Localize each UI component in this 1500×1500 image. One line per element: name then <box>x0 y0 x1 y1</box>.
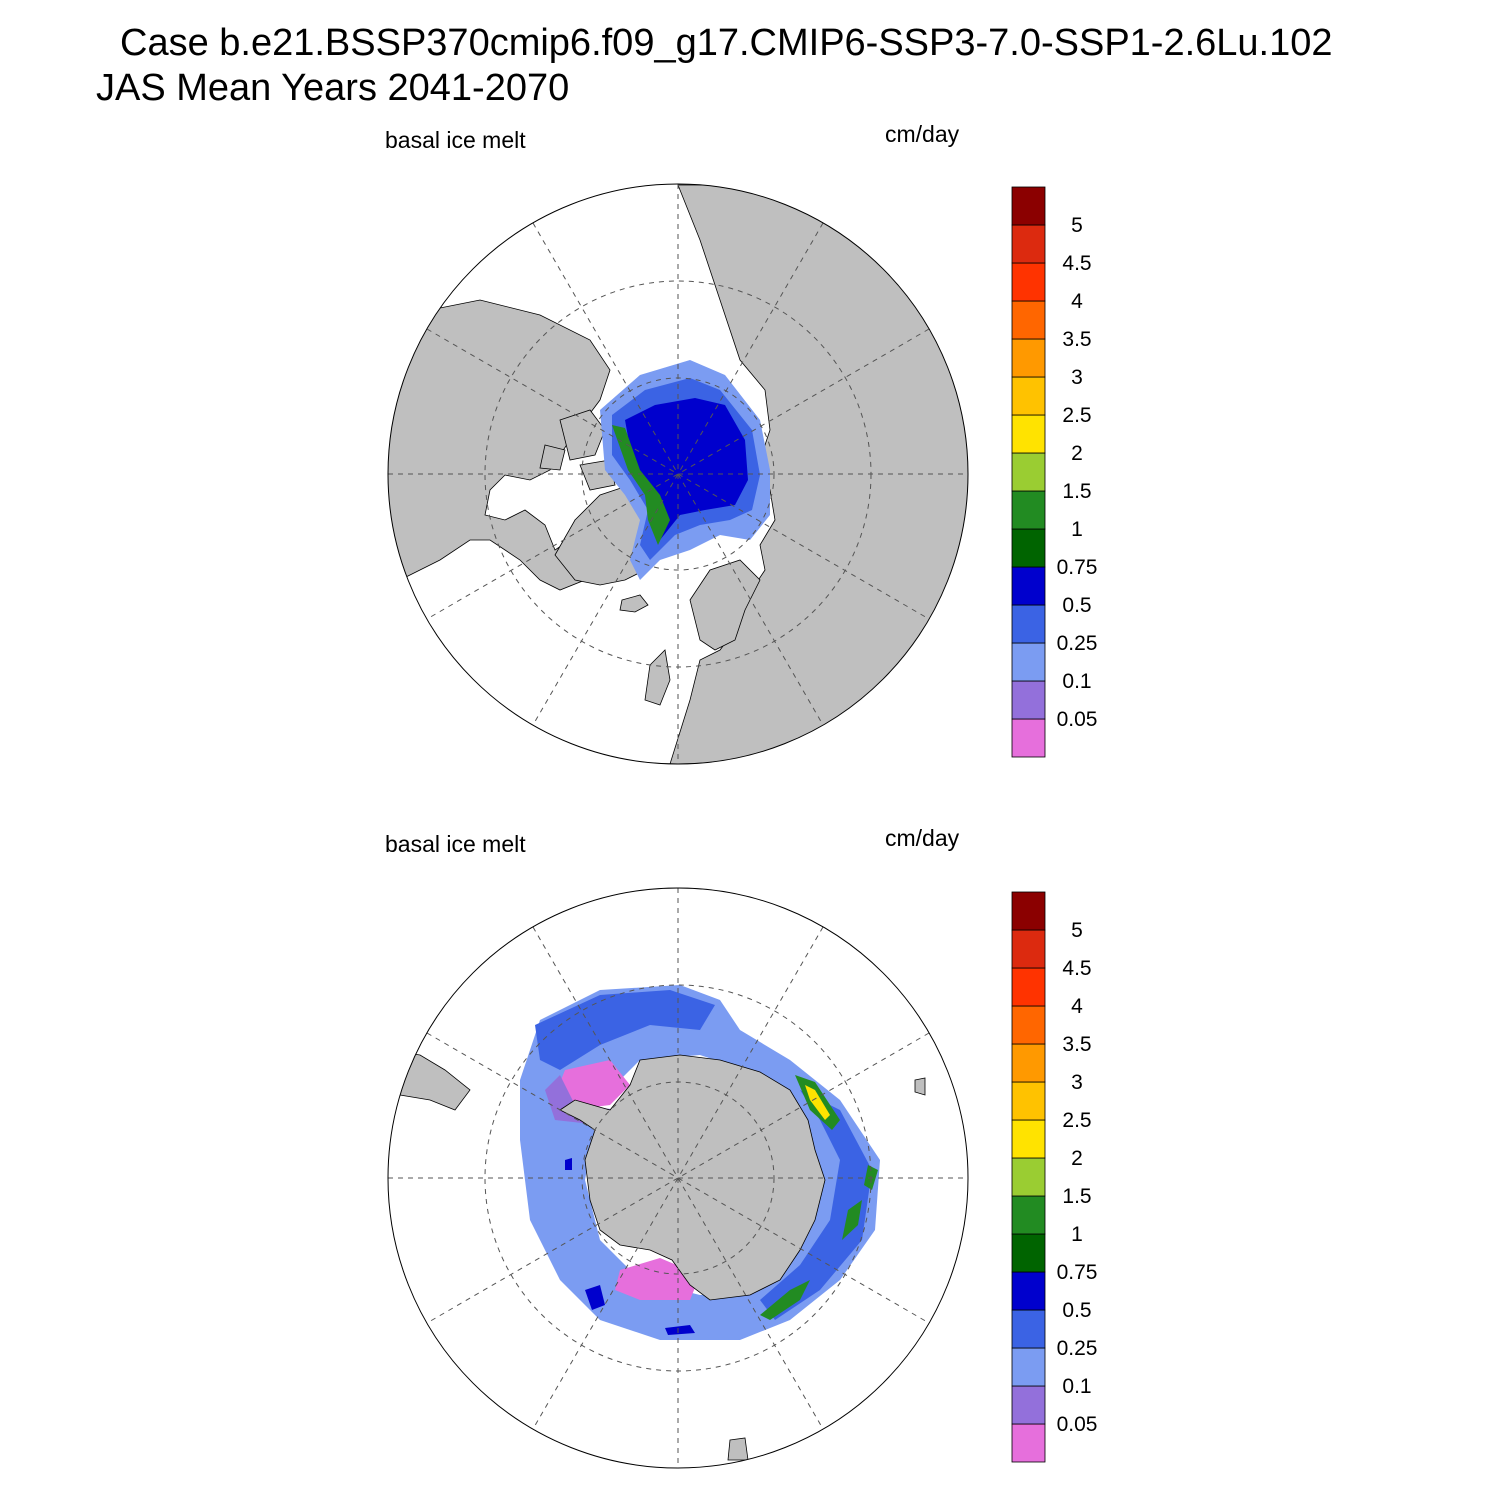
bottom-colorbar-tick-6: 1.5 <box>1062 1185 1091 1208</box>
bottom-colorbar-box-14 <box>1011 891 1046 931</box>
top-colorbar-box-9 <box>1011 376 1046 416</box>
top-colorbar-tick-6: 1.5 <box>1062 480 1091 503</box>
top-colorbar-box-4 <box>1011 566 1046 606</box>
bottom-colorbar-tick-5: 1 <box>1071 1223 1083 1246</box>
colorbar-bottom: 0.05 0.1 0.25 0.5 0.75 1 1.5 2 2.5 3 3.5 4 4.5 5 <box>1011 891 1098 1463</box>
top-colorbar-box-13 <box>1011 224 1046 264</box>
bottom-colorbar-box-13 <box>1011 929 1046 969</box>
bottom-colorbar-box-2 <box>1011 1347 1046 1387</box>
bottom-colorbar-tick-0: 0.05 <box>1057 1413 1098 1436</box>
bottom-colorbar-tick-2: 0.25 <box>1057 1337 1098 1360</box>
bottom-colorbar-box-11 <box>1011 1005 1046 1045</box>
title-line-1: Case b.e21.BSSP370cmip6.f09_g17.CMIP6-SS… <box>120 22 1333 64</box>
bottom-colorbar-tick-10: 3.5 <box>1062 1033 1091 1056</box>
arctic-land-archipelago <box>539 409 616 491</box>
antarctic-melt-dark-blue <box>565 1158 695 1335</box>
arctic-land-scandinavia <box>689 559 761 651</box>
top-colorbar-tick-3: 0.5 <box>1062 594 1091 617</box>
bottom-colorbar-tick-11: 4 <box>1071 995 1083 1018</box>
bottom-colorbar-box-0 <box>1011 1423 1046 1463</box>
arctic-land-north-america <box>388 299 611 601</box>
antarctic-graticule <box>388 888 968 1468</box>
bottom-colorbar-box-10 <box>1011 1043 1046 1083</box>
bottom-colorbar-box-5 <box>1011 1233 1046 1273</box>
top-colorbar-box-6 <box>1011 490 1046 530</box>
bottom-colorbar-box-1 <box>1011 1385 1046 1425</box>
top-colorbar-tick-7: 2 <box>1071 442 1083 465</box>
bottom-colorbar-tick-7: 2 <box>1071 1147 1083 1170</box>
antarctic-melt-pink-1 <box>555 1060 630 1110</box>
colorbar-top: 0.05 0.1 0.25 0.5 0.75 1 1.5 2 2.5 3 3.5 4 4.5 5 <box>1011 186 1098 758</box>
bottom-colorbar-tick-12: 4.5 <box>1062 957 1091 980</box>
top-colorbar-box-7 <box>1011 452 1046 492</box>
top-right-label: cm/day <box>885 121 960 147</box>
bottom-colorbar-box-4 <box>1011 1271 1046 1311</box>
top-colorbar-tick-0: 0.05 <box>1057 708 1098 731</box>
top-colorbar-box-12 <box>1011 262 1046 302</box>
antarctic-melt-yellow <box>805 1085 830 1120</box>
bottom-colorbar-tick-3: 0.5 <box>1062 1299 1091 1322</box>
antarctic-map-border <box>387 887 969 1469</box>
top-colorbar-box-5 <box>1011 528 1046 568</box>
top-colorbar-box-0 <box>1011 718 1046 758</box>
bottom-colorbar-box-12 <box>1011 967 1046 1007</box>
bottom-colorbar-tick-8: 2.5 <box>1062 1109 1091 1132</box>
bottom-colorbar-box-3 <box>1011 1309 1046 1349</box>
arctic-melt-green-edge <box>612 425 670 545</box>
top-colorbar-tick-13: 5 <box>1071 214 1083 237</box>
bottom-colorbar-box-9 <box>1011 1081 1046 1121</box>
antarctic-map <box>387 887 969 1469</box>
bottom-right-label: cm/day <box>885 825 960 851</box>
top-colorbar-box-1 <box>1011 680 1046 720</box>
top-colorbar-tick-12: 4.5 <box>1062 252 1091 275</box>
arctic-map-border <box>387 183 969 765</box>
top-colorbar-box-8 <box>1011 414 1046 454</box>
top-colorbar-box-3 <box>1011 604 1046 644</box>
arctic-land-iceland <box>619 594 649 613</box>
top-colorbar-tick-2: 0.25 <box>1057 632 1098 655</box>
top-colorbar-tick-11: 4 <box>1071 290 1083 313</box>
bottom-colorbar-box-8 <box>1011 1119 1046 1159</box>
bottom-colorbar-box-6 <box>1011 1195 1046 1235</box>
arctic-graticule <box>388 184 968 764</box>
title-line-2: JAS Mean Years 2041-2070 <box>96 67 570 109</box>
top-colorbar-tick-8: 2.5 <box>1062 404 1091 427</box>
antarctic-melt-medium-west <box>535 990 715 1070</box>
top-left-label: basal ice melt <box>385 127 526 153</box>
top-colorbar-tick-9: 3 <box>1071 366 1083 389</box>
bottom-colorbar-tick-4: 0.75 <box>1057 1261 1098 1284</box>
top-colorbar-box-10 <box>1011 338 1046 378</box>
top-colorbar-tick-5: 1 <box>1071 518 1083 541</box>
bottom-colorbar-box-7 <box>1011 1157 1046 1197</box>
bottom-colorbar-tick-13: 5 <box>1071 919 1083 942</box>
antarctic-melt-medium-east <box>760 1090 872 1320</box>
top-colorbar-tick-10: 3.5 <box>1062 328 1091 351</box>
bottom-colorbar-tick-9: 3 <box>1071 1071 1083 1094</box>
bottom-left-label: basal ice melt <box>385 831 526 857</box>
top-colorbar-box-11 <box>1011 300 1046 340</box>
arctic-land-britain <box>644 649 671 706</box>
top-colorbar-box-2 <box>1011 642 1046 682</box>
arctic-map <box>387 183 969 765</box>
top-colorbar-tick-1: 0.1 <box>1062 670 1091 693</box>
top-colorbar-box-14 <box>1011 186 1046 226</box>
arctic-land-eurasia <box>669 184 968 764</box>
top-colorbar-tick-4: 0.75 <box>1057 556 1098 579</box>
bottom-colorbar-tick-1: 0.1 <box>1062 1375 1091 1398</box>
antarctic-melt-green-2 <box>760 1165 878 1320</box>
